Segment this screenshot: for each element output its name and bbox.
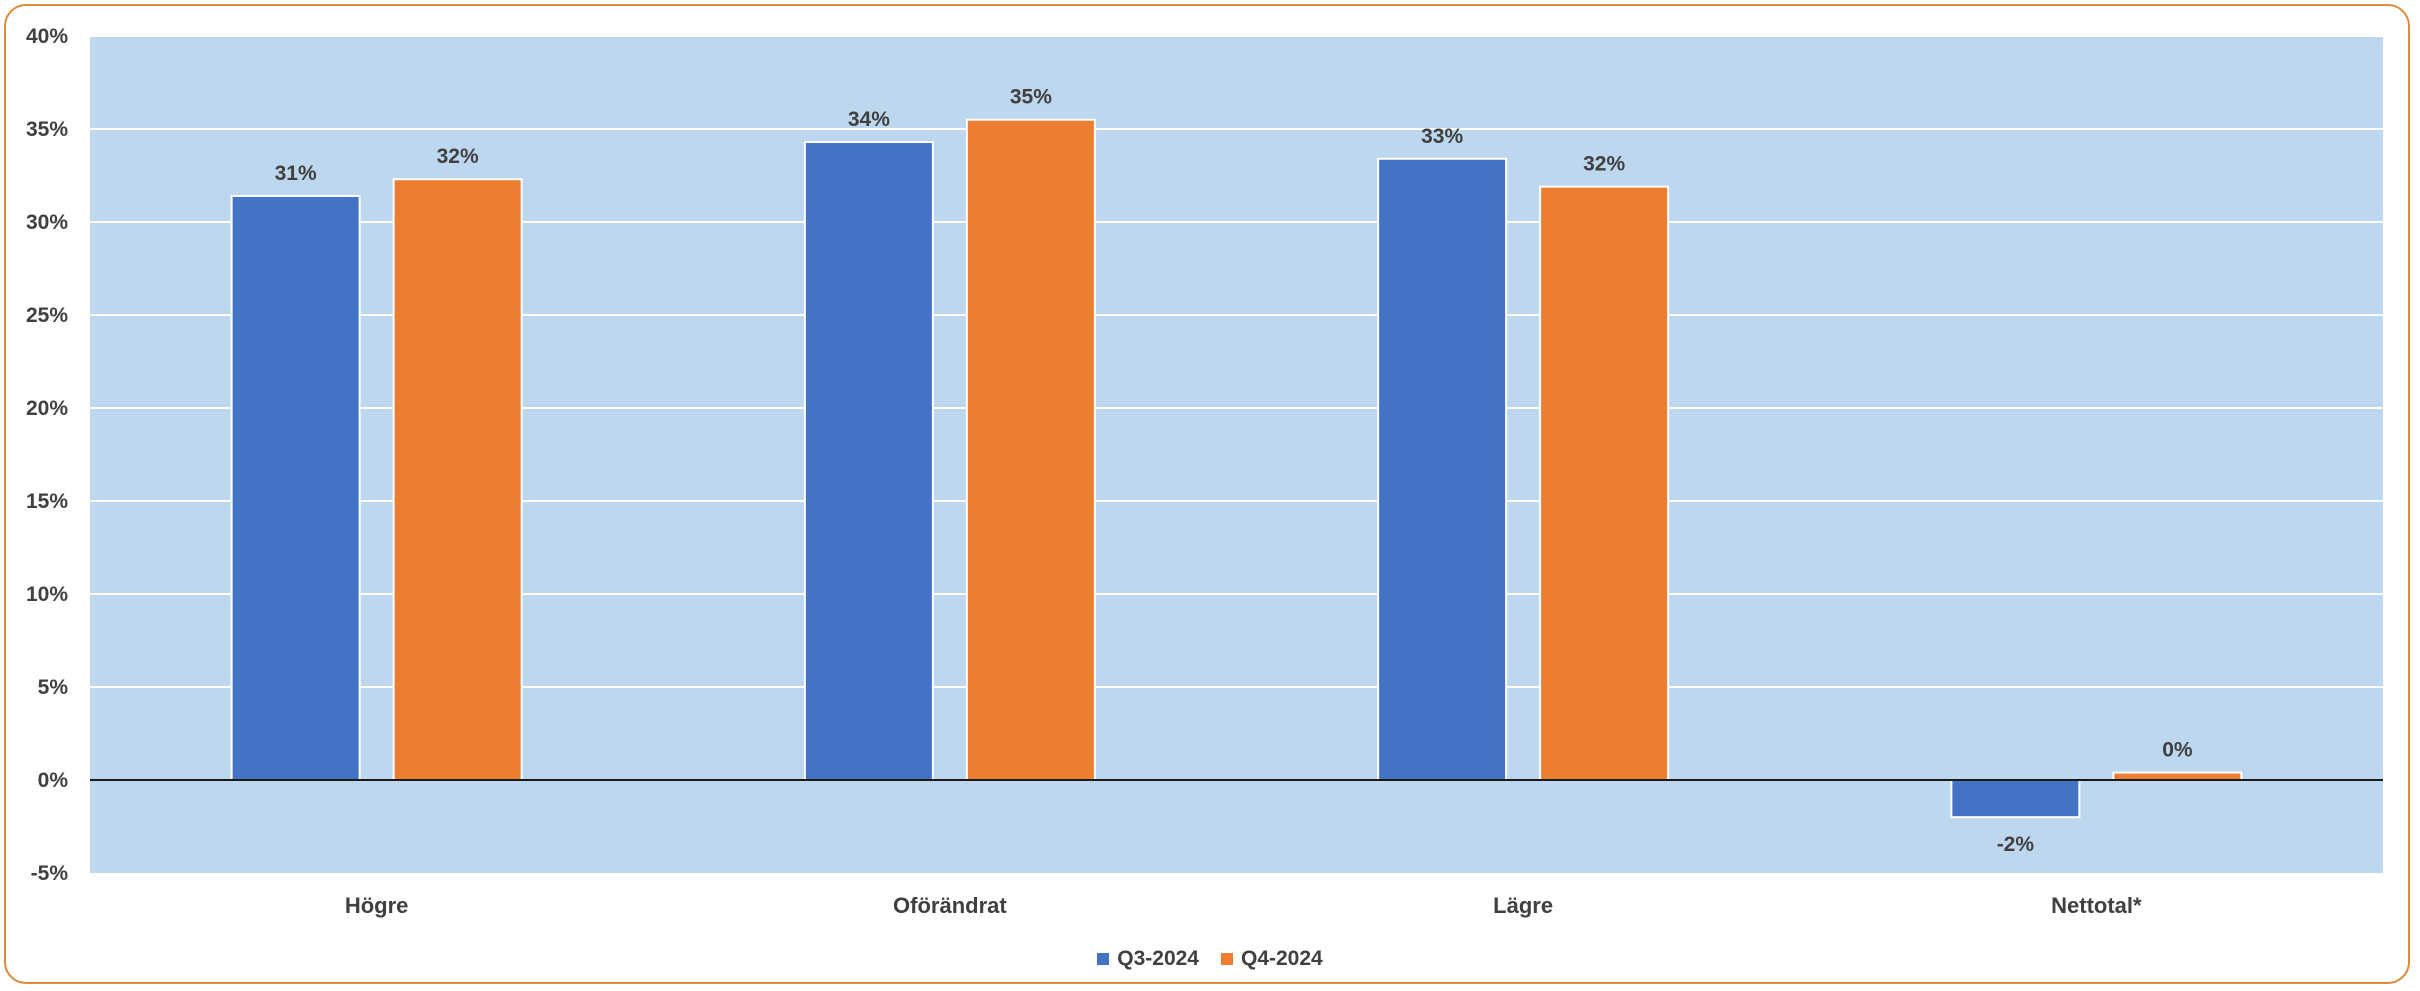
y-tick-label: 5% (38, 676, 69, 699)
bar (392, 178, 523, 782)
y-tick-label: -5% (31, 862, 69, 885)
bar (1539, 185, 1670, 782)
y-tick-label: 25% (26, 304, 68, 327)
labels: -5% 0% 5% 10% 15% 20% 25% 30% 35% 40% 31% 34% 33% -2%… (26, 25, 2193, 918)
legend-item-q4[interactable]: Q4-2024 (1221, 947, 1323, 971)
data-label: 31% (275, 162, 317, 185)
legend-label-q4: Q4-2024 (1241, 947, 1323, 970)
data-label: 34% (848, 108, 890, 131)
data-label: 32% (437, 145, 479, 168)
y-tick-label: 35% (26, 118, 68, 141)
data-label: 32% (1583, 153, 1625, 176)
category-label: Högre (345, 893, 409, 918)
y-tick-label: 10% (26, 583, 68, 606)
legend-label-q3: Q3-2024 (1117, 947, 1199, 970)
category-label: Nettotal* (2051, 893, 2142, 918)
y-tick-label: 0% (38, 769, 69, 792)
data-label: 35% (1010, 86, 1052, 109)
y-tick-label: 40% (26, 25, 68, 48)
data-label: 33% (1421, 125, 1463, 148)
category-label: Lägre (1493, 893, 1553, 918)
bars (230, 118, 2243, 819)
bar (803, 141, 934, 781)
y-tick-label: 15% (26, 490, 68, 513)
legend-swatch-q4 (1221, 953, 1233, 965)
category-label: Oförändrat (893, 893, 1007, 918)
legend-item-q3[interactable]: Q3-2024 (1097, 947, 1199, 971)
legend: Q3-2024 Q4-2024 (0, 944, 2420, 974)
y-tick-label: 20% (26, 397, 68, 420)
bar (1950, 779, 2081, 819)
data-label: -2% (1997, 833, 2035, 856)
bar (965, 118, 1096, 781)
y-tick-label: 30% (26, 211, 68, 234)
bar (1377, 157, 1508, 781)
bar (2112, 771, 2243, 781)
legend-swatch-q3 (1097, 953, 1110, 965)
bar (230, 194, 361, 781)
data-label: 0% (2162, 739, 2193, 762)
